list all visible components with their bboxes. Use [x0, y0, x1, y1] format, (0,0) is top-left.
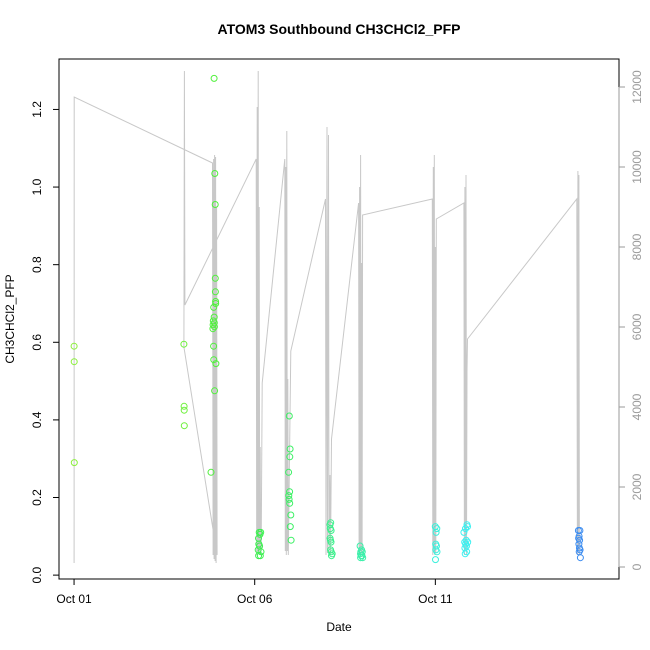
data-point	[212, 300, 220, 307]
data-point	[286, 488, 294, 496]
chart-title: ATOM3 Southbound CH3CHCl2_PFP	[218, 21, 461, 37]
data-point	[257, 528, 265, 536]
y2-tick-label: 2000	[630, 473, 644, 500]
data-point	[180, 406, 188, 414]
y-axis-label: CH3CHCl2_PFP	[3, 274, 17, 363]
data-point	[210, 74, 218, 82]
data-point	[180, 402, 188, 410]
data-point	[460, 528, 468, 536]
x-axis: Oct 01 Oct 06 Oct 11	[56, 578, 453, 606]
data-point	[210, 356, 218, 364]
y2-tick-label: 12000	[630, 70, 644, 104]
data-point	[464, 523, 471, 531]
data-point	[285, 412, 293, 420]
data-point	[433, 525, 441, 533]
y-axis: 0.0 0.2 0.4 0.6 0.8 1.0 1.2	[30, 101, 60, 583]
data-point	[285, 492, 293, 500]
y-tick-label: 0.6	[30, 334, 44, 351]
points-series	[70, 74, 584, 564]
data-point	[286, 445, 294, 453]
data-point	[285, 468, 293, 476]
data-point	[287, 511, 295, 519]
data-point	[433, 548, 441, 556]
data-point	[287, 536, 295, 544]
y2-tick-label: 8000	[630, 233, 644, 260]
data-point	[211, 387, 219, 395]
y2-tick-label: 4000	[630, 393, 644, 420]
data-point	[70, 358, 78, 366]
data-point	[209, 321, 217, 329]
y-tick-label: 0.0	[30, 566, 44, 583]
data-point	[432, 546, 440, 554]
data-point	[327, 527, 335, 534]
data-point	[357, 554, 365, 562]
data-point	[211, 274, 219, 282]
y-tick-label: 0.8	[30, 256, 44, 273]
plot-frame	[58, 58, 620, 580]
y-tick-label: 1.0	[30, 178, 44, 195]
y-tick-label: 0.4	[30, 411, 44, 428]
data-point	[210, 323, 218, 331]
data-point	[211, 201, 219, 208]
y2-axis: 0 2000 4000 6000 8000 10000 12000	[618, 70, 644, 570]
data-point	[576, 554, 584, 562]
data-point	[285, 495, 293, 503]
data-point	[286, 499, 294, 507]
data-point	[70, 342, 78, 350]
data-point	[464, 538, 472, 546]
data-point	[463, 548, 471, 556]
right-axis-line-series	[73, 70, 580, 564]
data-point	[432, 556, 439, 564]
data-point	[210, 303, 218, 311]
y-tick-label: 0.2	[30, 489, 44, 506]
data-point	[461, 550, 469, 558]
data-point	[180, 422, 188, 430]
data-point	[212, 360, 220, 368]
series-line	[73, 70, 580, 564]
y2-tick-label: 6000	[630, 313, 644, 340]
data-point	[286, 523, 294, 531]
data-point	[70, 459, 78, 467]
x-tick-label: Oct 01	[56, 592, 92, 606]
data-point	[576, 536, 584, 544]
data-point	[209, 325, 217, 333]
y-tick-label: 1.2	[30, 101, 44, 118]
data-point	[286, 453, 294, 461]
y2-tick-label: 10000	[630, 150, 644, 184]
data-point	[210, 342, 218, 350]
data-point	[211, 170, 219, 177]
data-point	[462, 525, 469, 533]
data-point	[180, 340, 188, 348]
x-tick-label: Oct 06	[237, 592, 273, 606]
x-tick-label: Oct 11	[418, 592, 453, 606]
data-point	[359, 554, 367, 562]
data-point	[327, 538, 335, 546]
data-point	[432, 528, 440, 536]
x-axis-label: Date	[326, 620, 352, 634]
data-point	[256, 552, 264, 560]
data-point	[211, 288, 219, 296]
data-point	[328, 552, 335, 560]
data-point	[207, 468, 215, 476]
y2-tick-label: 0	[630, 563, 644, 570]
